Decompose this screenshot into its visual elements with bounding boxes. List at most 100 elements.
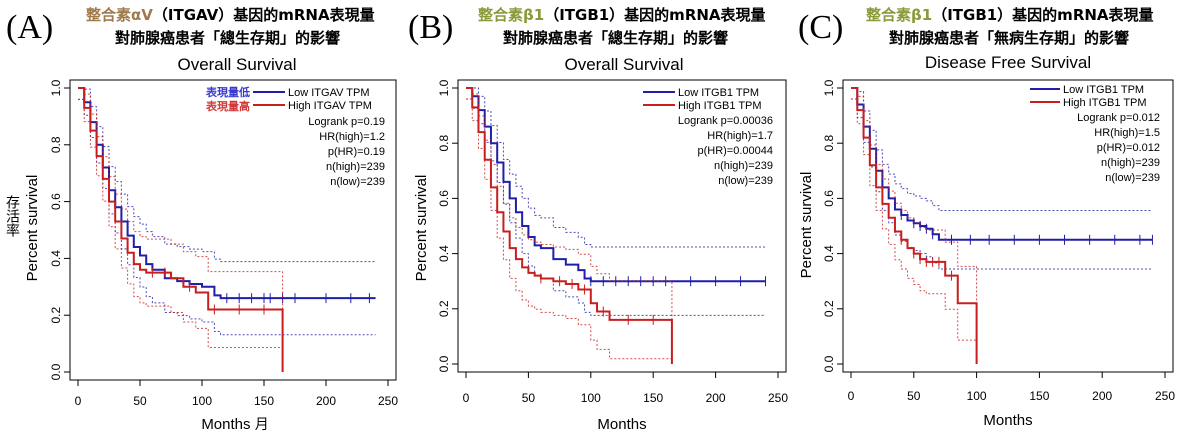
panel-c-stat-hr: HR(high)=1.5 — [1094, 127, 1160, 139]
panel-b-gene-suffix: （ITGB1）基因的mRNA表現量 — [544, 6, 765, 24]
panel-a-xtick-label: 200 — [316, 394, 336, 408]
panel-a-stat-logrank: Logrank p=0.19 — [308, 116, 385, 128]
panel-c-legend-low: Low ITGB1 TPM — [1063, 84, 1144, 96]
panel-a-high-survival-curve — [78, 87, 284, 372]
panel-b-legend-low: Low ITGB1 TPM — [678, 87, 759, 99]
panel-b-low-ci-upper — [466, 87, 766, 248]
panel-b-heading-line1: 整合素β1（ITGB1）基因的mRNA表現量 — [478, 6, 766, 24]
panel-a-heading-line1: 整合素αV（ITGAV）基因的mRNA表現量 — [86, 6, 375, 24]
panel-b-ytick-label: 0.2 — [437, 300, 451, 317]
panel-c-high-ci-upper — [851, 87, 978, 364]
panel-c-stat-nlow: n(low)=239 — [1105, 172, 1160, 184]
panel-c-legend-high: High ITGB1 TPM — [1063, 97, 1147, 109]
panel-c-low-ci-upper — [851, 87, 1153, 212]
panel-c-xtick-label: 100 — [967, 389, 987, 403]
panel-b-ytick-label: 0.6 — [437, 190, 451, 207]
panel-b-high-survival-curve — [466, 87, 673, 364]
panel-b-ylabel: Percent survival — [413, 175, 430, 282]
panel-a-label: (A) — [6, 9, 53, 46]
panel-c-gene-suffix: （ITGB1）基因的mRNA表現量 — [932, 6, 1153, 24]
panel-c-ytick-label: 0.8 — [822, 135, 836, 152]
panel-a-high-ci-lower — [78, 98, 284, 372]
panel-a-xlabel-cjk: 月 — [255, 417, 269, 433]
panel-c-ytick-label: 0.0 — [822, 355, 836, 372]
panel-a-stat-phr: p(HR)=0.19 — [328, 146, 385, 158]
panel-b-xtick-label: 200 — [706, 391, 726, 405]
panel-b-stat-nhigh: n(high)=239 — [714, 160, 773, 172]
panel-a: (A) 整合素αV（ITGAV）基因的mRNA表現量 對肺腺癌患者「總生存期」的… — [4, 6, 385, 433]
panel-a-ytick-label: 0.6 — [49, 193, 63, 210]
panel-a-xlabel: Months 月 — [201, 416, 268, 433]
panel-c-heading-line1: 整合素β1（ITGB1）基因的mRNA表現量 — [866, 6, 1154, 24]
panel-c-stat-nhigh: n(high)=239 — [1101, 157, 1160, 169]
panel-b-ytick-label: 0.0 — [437, 355, 451, 372]
panel-b-xtick-label: 250 — [768, 391, 788, 405]
panel-c-title: Disease Free Survival — [925, 53, 1091, 72]
panel-c-ytick-label: 1.0 — [822, 79, 836, 96]
panel-c-xtick-label: 0 — [848, 389, 855, 403]
panel-b-high-ci-lower — [466, 98, 673, 364]
panel-c-ytick-label: 0.2 — [822, 300, 836, 317]
panel-c-ytick-label: 0.4 — [822, 245, 836, 262]
panel-b-gene-prefix: 整合素β1 — [478, 6, 544, 24]
panel-a-ytick-label: 0.2 — [49, 307, 63, 324]
panel-a-xtick-label: 100 — [192, 394, 212, 408]
panel-a-xtick-label: 250 — [378, 394, 398, 408]
panel-b-ytick-label: 0.4 — [437, 245, 451, 262]
panel-a-gene-prefix: 整合素αV — [86, 6, 153, 24]
panel-a-ylabel-cjk: 存活率 — [4, 195, 20, 237]
panel-a-ylabel: Percent survival — [24, 175, 41, 282]
panel-a-low-ci-upper — [78, 87, 376, 263]
panel-c-plot-frame — [842, 79, 1174, 373]
panel-b-plot-frame — [457, 79, 787, 373]
panel-c-plot: 0 50 100 150 200 250 0.0 0.2 0.4 0.6 0.8 1.0 — [822, 79, 1175, 403]
panel-b-stat-nlow: n(low)=239 — [718, 175, 773, 187]
panel-b-xtick-label: 50 — [522, 391, 536, 405]
panel-a-ytick-label: 0.8 — [49, 136, 63, 153]
panel-a-legend-low-cjk: 表現量低 — [205, 85, 250, 99]
panel-b-xtick-label: 0 — [463, 391, 470, 405]
panel-c-label: (C) — [798, 9, 843, 46]
panel-a-xlabel-en: Months — [201, 416, 250, 433]
panel-a-legend-high: High ITGAV TPM — [288, 100, 372, 112]
panel-a-xtick-label: 150 — [254, 394, 274, 408]
panel-a-ytick-label: 0.4 — [49, 250, 63, 267]
panel-b-stat-logrank: Logrank p=0.00036 — [678, 115, 773, 127]
panel-b-high-ci-upper — [466, 87, 673, 364]
panel-b: (B) 整合素β1（ITGB1）基因的mRNA表現量 對肺腺癌患者「總生存期」的… — [408, 6, 773, 433]
panel-a-plot: 0 50 100 150 200 250 0.0 0.2 0.4 0.6 0.8 1.0 — [49, 79, 398, 408]
panel-a-title: Overall Survival — [177, 55, 296, 74]
panel-c-xtick-label: 200 — [1092, 389, 1112, 403]
panel-b-low-survival-curve — [466, 87, 766, 283]
panel-c-xtick-label: 50 — [907, 389, 921, 403]
panel-a-stat-hr: HR(high)=1.2 — [319, 131, 385, 143]
panel-c-xtick-label: 150 — [1029, 389, 1049, 403]
panel-b-label: (B) — [408, 9, 453, 46]
panel-c-xlabel: Months — [983, 412, 1032, 429]
plot-layer: 0 50 100 150 200 250 0.0 0.2 0.4 0.6 0.8 1.0 0 50 100 1… — [49, 79, 1175, 408]
panel-a-ytick-label: 0.0 — [49, 363, 63, 380]
panel-a-xtick-label: 0 — [75, 394, 82, 408]
panel-a-stat-nlow: n(low)=239 — [330, 176, 385, 188]
panel-c-low-ci-lower — [851, 98, 1153, 270]
panel-a-stat-nhigh: n(high)=239 — [326, 161, 385, 173]
panel-b-xtick-label: 100 — [581, 391, 601, 405]
panel-a-xtick-label: 50 — [133, 394, 147, 408]
panel-c-xtick-label: 250 — [1155, 389, 1175, 403]
panel-c-stat-phr: p(HR)=0.012 — [1097, 142, 1160, 154]
panel-c-stat-logrank: Logrank p=0.012 — [1077, 112, 1160, 124]
panel-b-xtick-label: 150 — [643, 391, 663, 405]
panel-b-ytick-label: 0.8 — [437, 135, 451, 152]
panel-b-plot: 0 50 100 150 200 250 0.0 0.2 0.4 0.6 0.8 1.0 — [437, 79, 788, 405]
panel-b-title: Overall Survival — [564, 55, 683, 74]
panel-c: (C) 整合素β1（ITGB1）基因的mRNA表現量 對肺腺癌患者「無病生存期」… — [798, 6, 1160, 429]
panel-b-xlabel: Months — [597, 416, 646, 433]
panel-c-subtitle: 對肺腺癌患者「無病生存期」的影響 — [889, 29, 1129, 47]
panel-a-ytick-label: 1.0 — [49, 79, 63, 96]
panel-c-ylabel: Percent survival — [798, 172, 815, 279]
panel-a-gene-suffix: （ITGAV）基因的mRNA表現量 — [153, 6, 375, 24]
panel-c-gene-prefix: 整合素β1 — [866, 6, 932, 24]
panel-b-subtitle: 對肺腺癌患者「總生存期」的影響 — [503, 29, 728, 47]
panel-b-legend-high: High ITGB1 TPM — [678, 100, 762, 112]
